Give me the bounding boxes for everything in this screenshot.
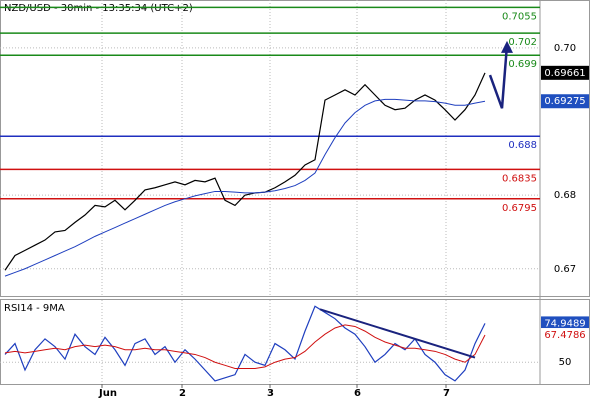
level-label: 0.699 [508,59,537,70]
rsi-title: RSI14 - 9MA [4,303,65,314]
y-tick-label: 0.67 [554,264,576,275]
data-line [4,98,486,277]
data-line [4,324,486,369]
x-tick-label: 6 [354,388,361,399]
level-label: 0.6835 [502,173,537,184]
x-tick-label: 2 [179,388,186,399]
chart-title: NZD/USD - 30min - 13:35:34 (UTC+2) [4,3,193,14]
price-marker [541,65,589,80]
x-tick-label: 3 [267,388,274,399]
level-label: 0.702 [508,37,537,48]
data-line [4,72,486,271]
data-line [4,305,486,382]
x-tick-label: 7 [443,388,450,399]
data-line [488,44,509,109]
price-marker [541,316,589,331]
price-marker-label: 0.69275 [544,96,585,107]
rsi-frame [0,299,590,385]
data-line [319,308,476,359]
price-marker-label: 67.4786 [544,330,585,341]
y-tick-label: 0.70 [554,43,576,54]
projection-arrowhead [501,40,513,53]
price-marker-label: 0.69661 [544,68,585,79]
level-label: 0.688 [508,140,537,151]
level-label: 0.7055 [502,11,537,22]
main-frame [0,0,590,297]
price-marker-label: 74.9489 [544,318,585,329]
price-marker [541,328,589,343]
price-marker [541,94,589,109]
x-tick-label: Jun [98,388,117,399]
y-tick-label: 0.68 [554,190,576,201]
level-label: 0.6795 [502,203,537,214]
y-tick-label: 50 [559,357,572,368]
